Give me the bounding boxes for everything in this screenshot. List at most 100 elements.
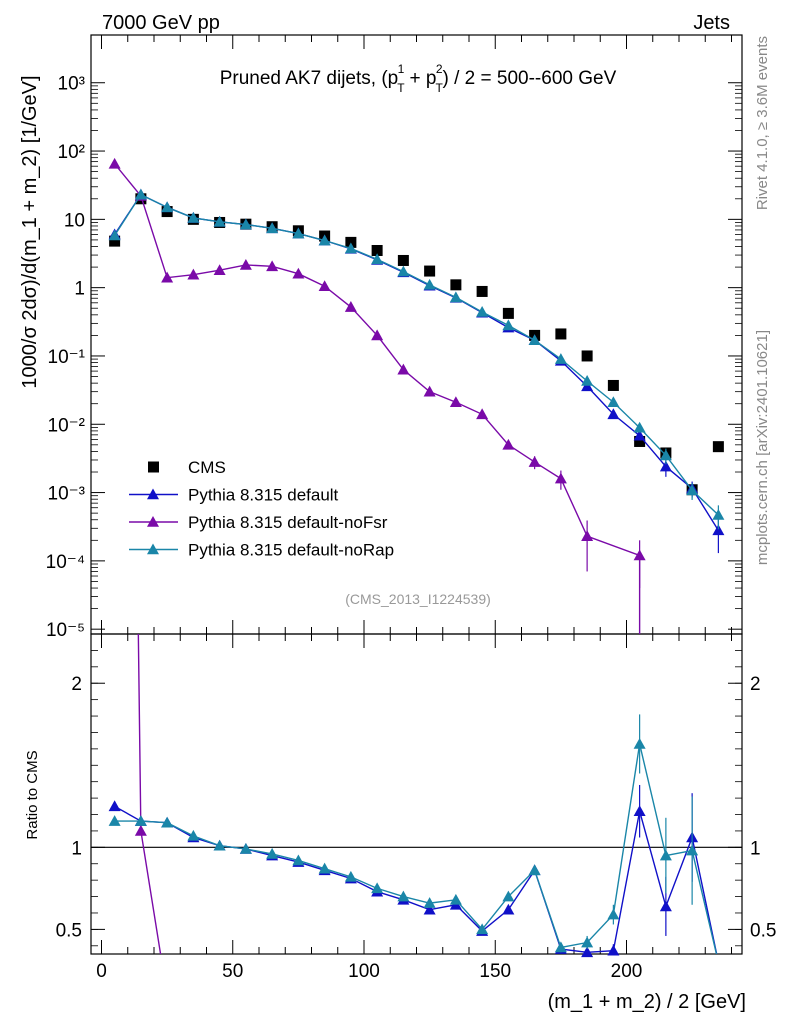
- noRap-marker: [187, 211, 200, 223]
- default-ratio-marker: [633, 805, 646, 817]
- noRap-marker: [449, 291, 462, 303]
- ratio-plot-frame: [90, 633, 743, 955]
- noFsr-marker: [108, 157, 121, 169]
- noRap-marker: [318, 234, 331, 246]
- noRap-ratio-marker: [659, 849, 672, 861]
- noRap-marker: [528, 334, 541, 346]
- default-marker: [607, 408, 620, 420]
- noRap-ratio-marker: [607, 908, 620, 920]
- noRap-marker: [134, 188, 147, 200]
- noRap-marker: [581, 374, 594, 386]
- cms-data-point: [502, 307, 514, 319]
- noRap-marker: [239, 218, 252, 230]
- legend-cms-label: CMS: [188, 458, 226, 477]
- cms-data-point: [371, 244, 383, 256]
- main-series: [108, 157, 725, 634]
- noFsr-marker: [528, 456, 541, 467]
- noRap-ratio-marker: [423, 897, 436, 908]
- main-y-tick-label: 10³: [58, 74, 85, 95]
- cms-data-point: [476, 285, 488, 297]
- x-tick-label: 100: [348, 961, 380, 982]
- cms-data-point: [634, 435, 646, 447]
- noRap-ratio-marker: [344, 870, 357, 882]
- x-tick-label: 200: [611, 961, 643, 982]
- header-right: Jets: [693, 12, 730, 34]
- noFsr-marker: [161, 271, 174, 283]
- noRap-ratio-marker: [239, 842, 252, 854]
- main-y-tick-label: 10⁻¹: [48, 347, 86, 368]
- cms-data-point: [581, 350, 593, 362]
- default-line: [114, 193, 719, 531]
- noRap-marker: [686, 484, 699, 496]
- noFsr-marker: [266, 260, 279, 272]
- ratio-y-tick-label: 0.5: [56, 920, 82, 941]
- default-marker: [712, 524, 725, 536]
- legend-default-label: Pythia 8.315 default: [188, 486, 339, 505]
- noFsr-marker: [476, 408, 489, 420]
- noRap-ratio-marker: [292, 854, 305, 866]
- legend-noFsr-label: Pythia 8.315 default-noFsr: [188, 513, 388, 532]
- mcplots-label: mcplots.cern.ch [arXiv:2401.10621]: [754, 330, 771, 565]
- default-ratio-marker: [502, 903, 515, 915]
- main-y-tick-label: 1: [74, 279, 85, 300]
- noFsr-ratio-line: [137, 634, 162, 954]
- legend-cms-marker: [148, 461, 159, 473]
- noRap-ratio-marker: [502, 890, 515, 902]
- noFsr-marker: [581, 530, 594, 541]
- noFsr-marker: [371, 329, 384, 341]
- analysis-watermark: (CMS_2013_I1224539): [345, 591, 491, 607]
- noRap-ratio-marker: [318, 862, 331, 874]
- noRap-marker: [161, 201, 174, 213]
- x-tick-label: 0: [96, 961, 107, 982]
- noRap-ratio-marker: [581, 936, 594, 948]
- default-marker: [659, 460, 672, 472]
- default-ratio-marker: [607, 944, 620, 956]
- noFsr-marker: [397, 363, 410, 375]
- cms-data-point: [397, 254, 409, 266]
- noFsr-marker: [318, 280, 331, 292]
- noRap-marker: [633, 421, 646, 433]
- ratio-y-tick-label: 1: [71, 838, 82, 859]
- noRap-marker: [659, 449, 672, 461]
- cms-data-point: [345, 236, 357, 248]
- legend-noRap-marker: [147, 543, 159, 555]
- cms-data-point: [424, 265, 436, 277]
- legend: CMS Pythia 8.315 default Pythia 8.315 defa…: [129, 458, 394, 560]
- ratio-y-axis-label: Ratio to CMS: [24, 750, 41, 839]
- noRap-marker: [292, 227, 305, 239]
- noFsr-marker: [344, 301, 357, 312]
- cms-data-point: [109, 235, 121, 247]
- noRap-marker: [712, 508, 725, 520]
- noRap-ratio-marker: [161, 816, 174, 828]
- legend-noRap-label: Pythia 8.315 default-noRap: [188, 541, 394, 560]
- noRap-marker: [371, 253, 384, 265]
- main-y-tick-label: 10: [64, 210, 85, 231]
- noRap-marker: [266, 222, 279, 234]
- x-tick-label: 50: [222, 961, 243, 982]
- ratio-y-tick-label-right: 2: [750, 674, 761, 695]
- main-y-tick-label: 10⁻³: [48, 484, 86, 505]
- default-ratio-line: [114, 805, 718, 954]
- legend-default-marker: [147, 488, 159, 500]
- noRap-marker: [476, 306, 489, 317]
- noRap-ratio-marker: [686, 844, 699, 856]
- noRap-marker: [397, 265, 410, 277]
- rivet-label: Rivet 4.1.0, ≥ 3.6M events: [754, 36, 771, 210]
- noRap-ratio-marker: [187, 829, 200, 841]
- main-title: Pruned AK7 dijets, (pT1 + pT2) / 2 = 500…: [220, 62, 617, 95]
- ratio-y-tick-label-right: 0.5: [750, 920, 776, 941]
- cms-data-point: [555, 328, 567, 340]
- header-left: 7000 GeV pp: [102, 12, 220, 34]
- noRap-ratio-marker: [633, 737, 646, 749]
- ratio-series: [108, 634, 718, 958]
- noRap-ratio-marker: [371, 882, 384, 894]
- noFsr-marker: [502, 438, 515, 450]
- noFsr-line: [114, 163, 640, 557]
- main-y-tick-label: 10⁻⁵: [46, 620, 85, 641]
- noRap-ratio-marker: [108, 815, 121, 826]
- noRap-ratio-marker: [476, 923, 489, 935]
- ratio-y-tick-label: 2: [71, 674, 82, 695]
- noRap-ratio-marker: [528, 864, 541, 876]
- noFsr-ratio-marker: [134, 824, 147, 836]
